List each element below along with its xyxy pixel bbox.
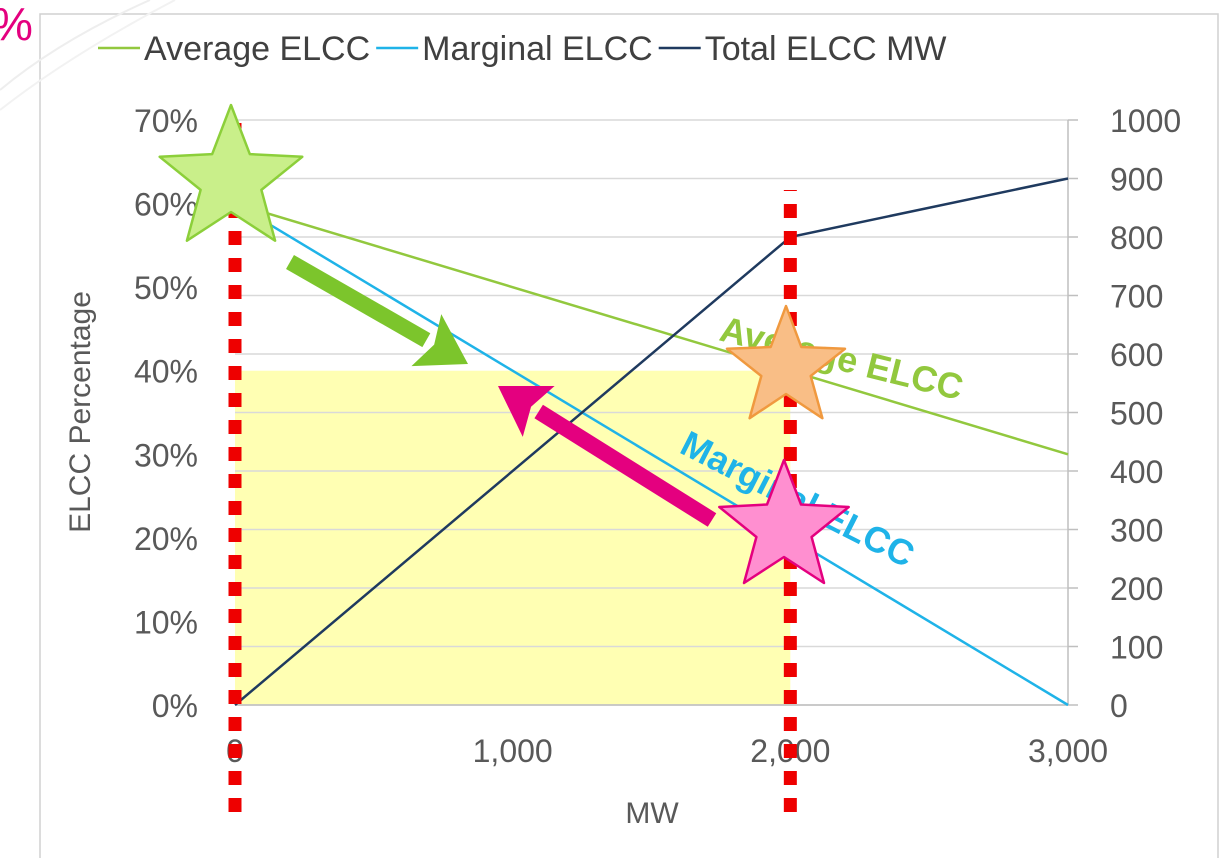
y-tick-label: 0% <box>152 688 198 724</box>
y-tick-label: 60% <box>134 187 198 223</box>
y2-tick-label: 200 <box>1110 571 1163 607</box>
y-tick-label: 20% <box>134 521 198 557</box>
y-tick-label: 10% <box>134 604 198 640</box>
green-arrow-shaft <box>290 262 426 340</box>
y-tick-label: 40% <box>134 354 198 390</box>
y-tick-label: 30% <box>134 437 198 473</box>
x-axis-label: MW <box>625 797 679 830</box>
y2-tick-label: 500 <box>1110 396 1163 432</box>
legend-label-average-elcc: Average ELCC <box>144 30 370 68</box>
y2-tick-label: 1000 <box>1110 103 1181 139</box>
y-tick-label: 70% <box>134 103 198 139</box>
y2-tick-label: 600 <box>1110 337 1163 373</box>
x-tick-label: 3,000 <box>1028 733 1108 769</box>
y2-tick-label: 0 <box>1110 688 1128 724</box>
x-tick-label: 1,000 <box>473 733 553 769</box>
y2-tick-label: 400 <box>1110 454 1163 490</box>
corner-percent-text: % <box>0 0 33 50</box>
legend-label-marginal-elcc: Marginal ELCC <box>422 30 653 68</box>
y2-tick-label: 300 <box>1110 513 1163 549</box>
y2-tick-label: 100 <box>1110 630 1163 666</box>
legend-label-total-elcc-mw: Total ELCC MW <box>705 30 947 68</box>
y2-tick-label: 700 <box>1110 279 1163 315</box>
shaded-region <box>235 371 790 705</box>
y2-tick-label: 800 <box>1110 220 1163 256</box>
y2-tick-label: 900 <box>1110 162 1163 198</box>
y-tick-label: 50% <box>134 270 198 306</box>
y-axis-label: ELCC Percentage <box>64 291 97 533</box>
